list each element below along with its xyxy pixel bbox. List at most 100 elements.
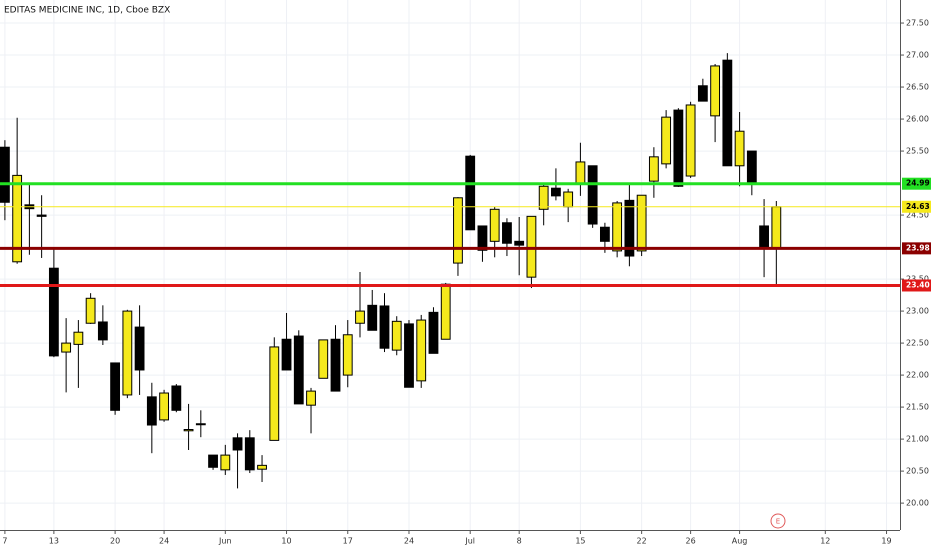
candle-up bbox=[648, 156, 659, 182]
candle-down bbox=[477, 225, 488, 251]
candle-down bbox=[232, 437, 243, 451]
candle-up bbox=[159, 392, 169, 421]
level-label: 24.63 bbox=[906, 202, 930, 211]
x-tick-label: Aug bbox=[732, 537, 748, 546]
x-tick-label: 12 bbox=[820, 537, 830, 546]
x-tick-label: 10 bbox=[281, 537, 291, 546]
candle-down bbox=[379, 305, 390, 349]
candle-up bbox=[391, 320, 402, 351]
candle-down bbox=[48, 267, 59, 357]
candle-up bbox=[661, 116, 672, 165]
x-tick-label: Jun bbox=[218, 537, 232, 546]
candle-up bbox=[183, 429, 194, 432]
candle-down bbox=[502, 222, 512, 244]
candle-up bbox=[612, 202, 623, 252]
candle-down bbox=[599, 226, 610, 242]
candle-down bbox=[551, 187, 561, 197]
candle-up bbox=[563, 191, 574, 208]
candle-up bbox=[575, 161, 586, 184]
y-tick-label: 22.50 bbox=[906, 339, 929, 348]
y-tick-label: 20.50 bbox=[906, 467, 929, 476]
axes: 20.00 20.50 21.00 21.50 22.00 22.50 23.00 23.50… bbox=[2, 19, 931, 546]
candle-down bbox=[0, 146, 10, 203]
candle-down bbox=[330, 338, 341, 392]
candle-down bbox=[208, 454, 218, 468]
candle-down bbox=[759, 225, 769, 250]
candle-up bbox=[61, 342, 72, 353]
x-tick-label: 24 bbox=[159, 537, 169, 546]
candle-up bbox=[771, 206, 782, 249]
x-tick-label: 20 bbox=[110, 537, 120, 546]
candle-up bbox=[318, 339, 329, 379]
x-tick-label: 19 bbox=[881, 537, 891, 546]
earnings-icon[interactable] bbox=[770, 513, 786, 529]
candle-up bbox=[257, 464, 267, 470]
y-tick-label: 26.50 bbox=[906, 83, 929, 92]
candle-up bbox=[734, 130, 745, 167]
level-label-box bbox=[902, 242, 931, 255]
y-tick-label: 26.00 bbox=[906, 115, 929, 124]
candle-up bbox=[685, 104, 696, 177]
candle-down bbox=[673, 109, 684, 187]
y-tick-label: 27.00 bbox=[906, 51, 929, 60]
y-tick-label: 21.50 bbox=[906, 403, 929, 412]
y-tick-label: 22.00 bbox=[906, 371, 929, 380]
y-tick-label: 25.50 bbox=[906, 147, 929, 156]
candle-up bbox=[12, 174, 23, 263]
candle-up bbox=[73, 331, 84, 345]
candle-up bbox=[355, 310, 365, 324]
x-tick-label: 13 bbox=[49, 537, 59, 546]
candle-up bbox=[85, 297, 96, 324]
candle-up bbox=[195, 423, 206, 426]
candle-up bbox=[306, 390, 316, 406]
x-tick-label: 24 bbox=[404, 537, 414, 546]
y-tick-label: 23.50 bbox=[906, 275, 929, 284]
candle-up bbox=[416, 319, 427, 382]
level-label: 24.99 bbox=[906, 179, 930, 188]
candle-down bbox=[697, 85, 708, 102]
x-tick-label: 7 bbox=[2, 537, 7, 546]
candle-down bbox=[465, 155, 476, 231]
candle-up bbox=[342, 334, 353, 376]
candle-down bbox=[110, 362, 121, 411]
y-tick-label: 20.00 bbox=[906, 499, 929, 508]
candle-down bbox=[367, 304, 378, 331]
candle-down bbox=[293, 335, 304, 405]
candle-down bbox=[281, 338, 292, 371]
x-tick-label: 26 bbox=[686, 537, 696, 546]
y-tick-label: 24.50 bbox=[906, 211, 929, 220]
candle-down bbox=[404, 323, 414, 388]
level-label: 23.98 bbox=[906, 243, 930, 252]
x-tick-label: 8 bbox=[517, 537, 522, 546]
chart-title: EDITAS MEDICINE INC, 1D, Cboe BZX bbox=[4, 6, 170, 16]
candle-down bbox=[146, 396, 157, 426]
level-label-box bbox=[902, 200, 931, 213]
earnings-label[interactable]: E bbox=[776, 518, 780, 526]
y-tick-label: 23.00 bbox=[906, 307, 929, 316]
candle-down bbox=[746, 150, 757, 184]
candle-up bbox=[526, 215, 537, 278]
candle-down bbox=[244, 437, 255, 471]
candle-down bbox=[36, 214, 47, 217]
candle-down bbox=[171, 385, 182, 411]
grid bbox=[0, 0, 900, 530]
y-tick-label: 21.00 bbox=[906, 435, 929, 444]
candle-up bbox=[489, 208, 500, 242]
x-tick-label: 17 bbox=[343, 537, 353, 546]
plot bbox=[0, 53, 900, 489]
candle-up bbox=[453, 197, 463, 264]
candle-up bbox=[269, 346, 280, 441]
candle-down bbox=[134, 326, 145, 371]
candle-up bbox=[538, 185, 549, 210]
x-tick-label: 22 bbox=[637, 537, 647, 546]
candle-up bbox=[710, 65, 721, 117]
candle-down bbox=[97, 321, 108, 341]
x-tick-label: Jul bbox=[464, 537, 475, 546]
candle-down bbox=[514, 240, 525, 246]
candle-down bbox=[587, 165, 598, 225]
candle-down bbox=[428, 311, 439, 354]
candle-up bbox=[440, 283, 451, 340]
level-label-box bbox=[902, 279, 931, 292]
